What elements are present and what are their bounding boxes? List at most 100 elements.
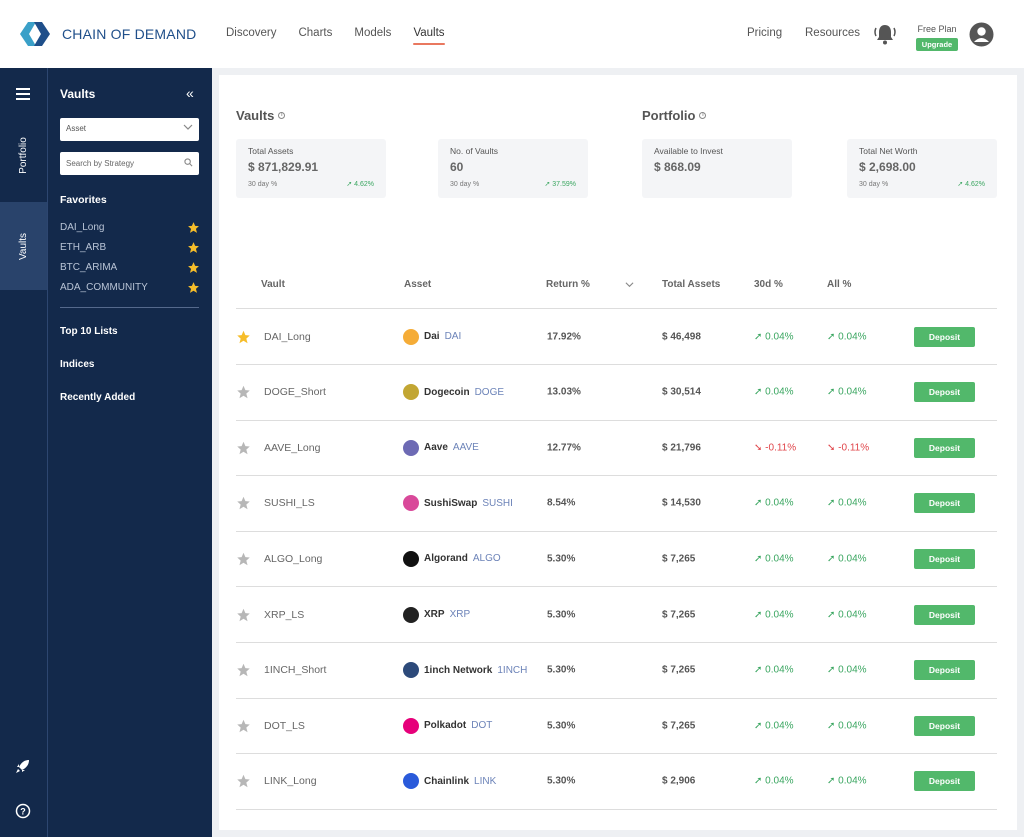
trend-arrow-icon: ➘ [754,442,766,454]
total-assets-value: $ 2,906 [662,775,696,787]
col-header-return[interactable]: Return % [546,279,590,290]
table-row[interactable]: DOT_LS Polkadot DOT 5.30% $ 7,265 ➚ 0.04% ➚ 0.… [236,698,997,755]
user-avatar-icon[interactable] [969,22,994,47]
table-row[interactable]: DOGE_Short Dogecoin DOGE 13.03% $ 30,514 ➚ 0.… [236,365,997,421]
table-row[interactable]: AAVE_Long Aave AAVE 12.77% $ 21,796 ➘ -0.11% ➘… [236,420,997,477]
info-icon[interactable]: i [699,112,707,119]
asset-symbol: AAVE [452,442,479,454]
change-30d: ➚ 0.04% [754,776,794,787]
col-header-total-assets[interactable]: Total Assets [662,279,721,290]
star-icon[interactable] [187,221,200,234]
upgrade-button[interactable]: Upgrade [915,38,959,51]
favorite-star-icon[interactable] [236,385,251,400]
star-icon[interactable] [187,281,200,294]
col-header-vault[interactable]: Vault [261,279,285,290]
card-value: $ 871,829.91 [248,160,319,174]
notification-bell-icon[interactable] [873,22,897,46]
col-header-30d[interactable]: 30d % [754,279,783,290]
asset-name: XRP [424,609,445,620]
favorite-item[interactable]: ETH_ARB [60,237,200,257]
favorites-title: Favorites [60,194,107,206]
rail-vaults-label: Vaults [18,232,29,260]
info-icon[interactable]: i [278,112,286,119]
collapse-panel-icon[interactable]: « [186,85,194,101]
favorite-star-icon[interactable] [236,718,251,733]
table-row[interactable]: 1INCH_Short 1inch Network 1INCH 5.30% $ 7,26… [236,643,997,699]
table-row[interactable]: ALGO_Long Algorand ALGO 5.30% $ 7,265 ➚ 0.04%… [236,531,997,588]
deposit-button[interactable]: Deposit [914,715,975,736]
strategy-search-input[interactable]: Search by Strategy [60,152,199,175]
favorite-item[interactable]: DAI_Long [60,217,200,237]
deposit-button[interactable]: Deposit [914,493,975,514]
rail-tab-portfolio[interactable]: Portfolio [0,108,47,202]
table-row[interactable]: XRP_LS XRP XRP 5.30% $ 7,265 ➚ 0.04% ➚ 0.04% De… [236,587,997,643]
favorite-star-icon[interactable] [236,663,251,678]
return-value: 12.77% [547,442,581,454]
favorite-item[interactable]: ADA_COMMUNITY [60,277,200,297]
deposit-button[interactable]: Deposit [914,326,975,347]
indices-link[interactable]: Indices [60,359,95,370]
favorite-star-icon[interactable] [236,551,251,566]
nav-pricing[interactable]: Pricing [747,27,783,39]
vault-name[interactable]: SUSHI_LS [264,497,315,510]
table-row[interactable]: SUSHI_LS SushiSwap SUSHI 8.54% $ 14,530 ➚ 0.0… [236,476,997,532]
change-30d-value: 0.04% [765,609,794,620]
rail-tab-vaults[interactable]: Vaults [0,202,47,290]
recently-added-link[interactable]: Recently Added [60,392,136,403]
change-all-value: 0.04% [838,664,867,676]
trend-arrow-icon: ➚ [827,664,839,676]
top-10-lists-link[interactable]: Top 10 Lists [60,326,118,337]
vault-name[interactable]: XRP_LS [264,608,305,621]
deposit-button[interactable]: Deposit [914,771,975,792]
rocket-icon[interactable] [15,758,31,774]
table-row[interactable]: DAI_Long Dai DAI 17.92% $ 46,498 ➚ 0.04% ➚ 0.0… [236,309,997,365]
favorite-star-icon[interactable] [236,496,251,511]
trend-arrow-icon: ➚ [827,386,839,398]
col-header-asset[interactable]: Asset [404,279,432,290]
plan-label: Free Plan [917,24,957,34]
sort-chevron-down-icon[interactable] [625,280,634,289]
vault-name[interactable]: DAI_Long [264,330,311,343]
favorite-item[interactable]: BTC_ARIMA [60,257,200,277]
change-all: ➚ 0.04% [827,553,867,564]
help-icon[interactable]: ? [15,803,31,819]
vault-name[interactable]: AAVE_Long [264,441,321,454]
star-icon[interactable] [187,241,200,254]
nav-discovery[interactable]: Discovery [226,27,277,39]
vault-name[interactable]: DOGE_Short [264,386,326,399]
table-row[interactable]: LINK_Long Chainlink LINK 5.30% $ 2,906 ➚ 0.04… [236,754,997,810]
star-icon[interactable] [187,261,200,274]
deposit-button[interactable]: Deposit [914,382,975,403]
deposit-button[interactable]: Deposit [914,437,975,458]
asset-symbol: LINK [474,775,497,787]
col-header-all[interactable]: All % [827,279,852,290]
coin-logo-icon [403,550,419,567]
vault-name[interactable]: ALGO_Long [264,552,323,565]
asset-select[interactable]: Asset [60,118,199,141]
nav-vaults[interactable]: Vaults [413,27,445,45]
vault-name[interactable]: DOT_LS [264,719,305,732]
trend-up-icon: ➚ [346,181,355,188]
favorite-star-icon[interactable] [236,440,251,455]
deposit-button[interactable]: Deposit [914,660,975,681]
vaults-title-text: Vaults [236,108,275,123]
change-30d-value: 0.04% [765,720,794,732]
deposit-button[interactable]: Deposit [914,604,975,625]
favorites-list: DAI_Long ETH_ARB BTC_ARIMA ADA_COMMUNITY [60,217,200,297]
asset-symbol: DAI [444,331,462,342]
brand-logo[interactable]: CHAIN OF DEMAND [16,20,196,48]
nav-resources[interactable]: Resources [805,27,860,39]
favorite-star-icon[interactable] [236,329,251,344]
hamburger-menu-icon[interactable] [15,88,31,100]
coin-logo-icon [403,439,419,456]
portfolio-title-text: Portfolio [642,108,696,123]
deposit-button[interactable]: Deposit [914,548,975,569]
trend-up-icon: ➚ [544,181,553,188]
asset-symbol: SUSHI [482,497,513,509]
favorite-star-icon[interactable] [236,607,251,622]
nav-charts[interactable]: Charts [298,27,333,39]
nav-models[interactable]: Models [354,27,392,39]
vault-name[interactable]: LINK_Long [264,775,317,788]
vault-name[interactable]: 1INCH_Short [264,664,327,677]
favorite-star-icon[interactable] [236,774,251,789]
